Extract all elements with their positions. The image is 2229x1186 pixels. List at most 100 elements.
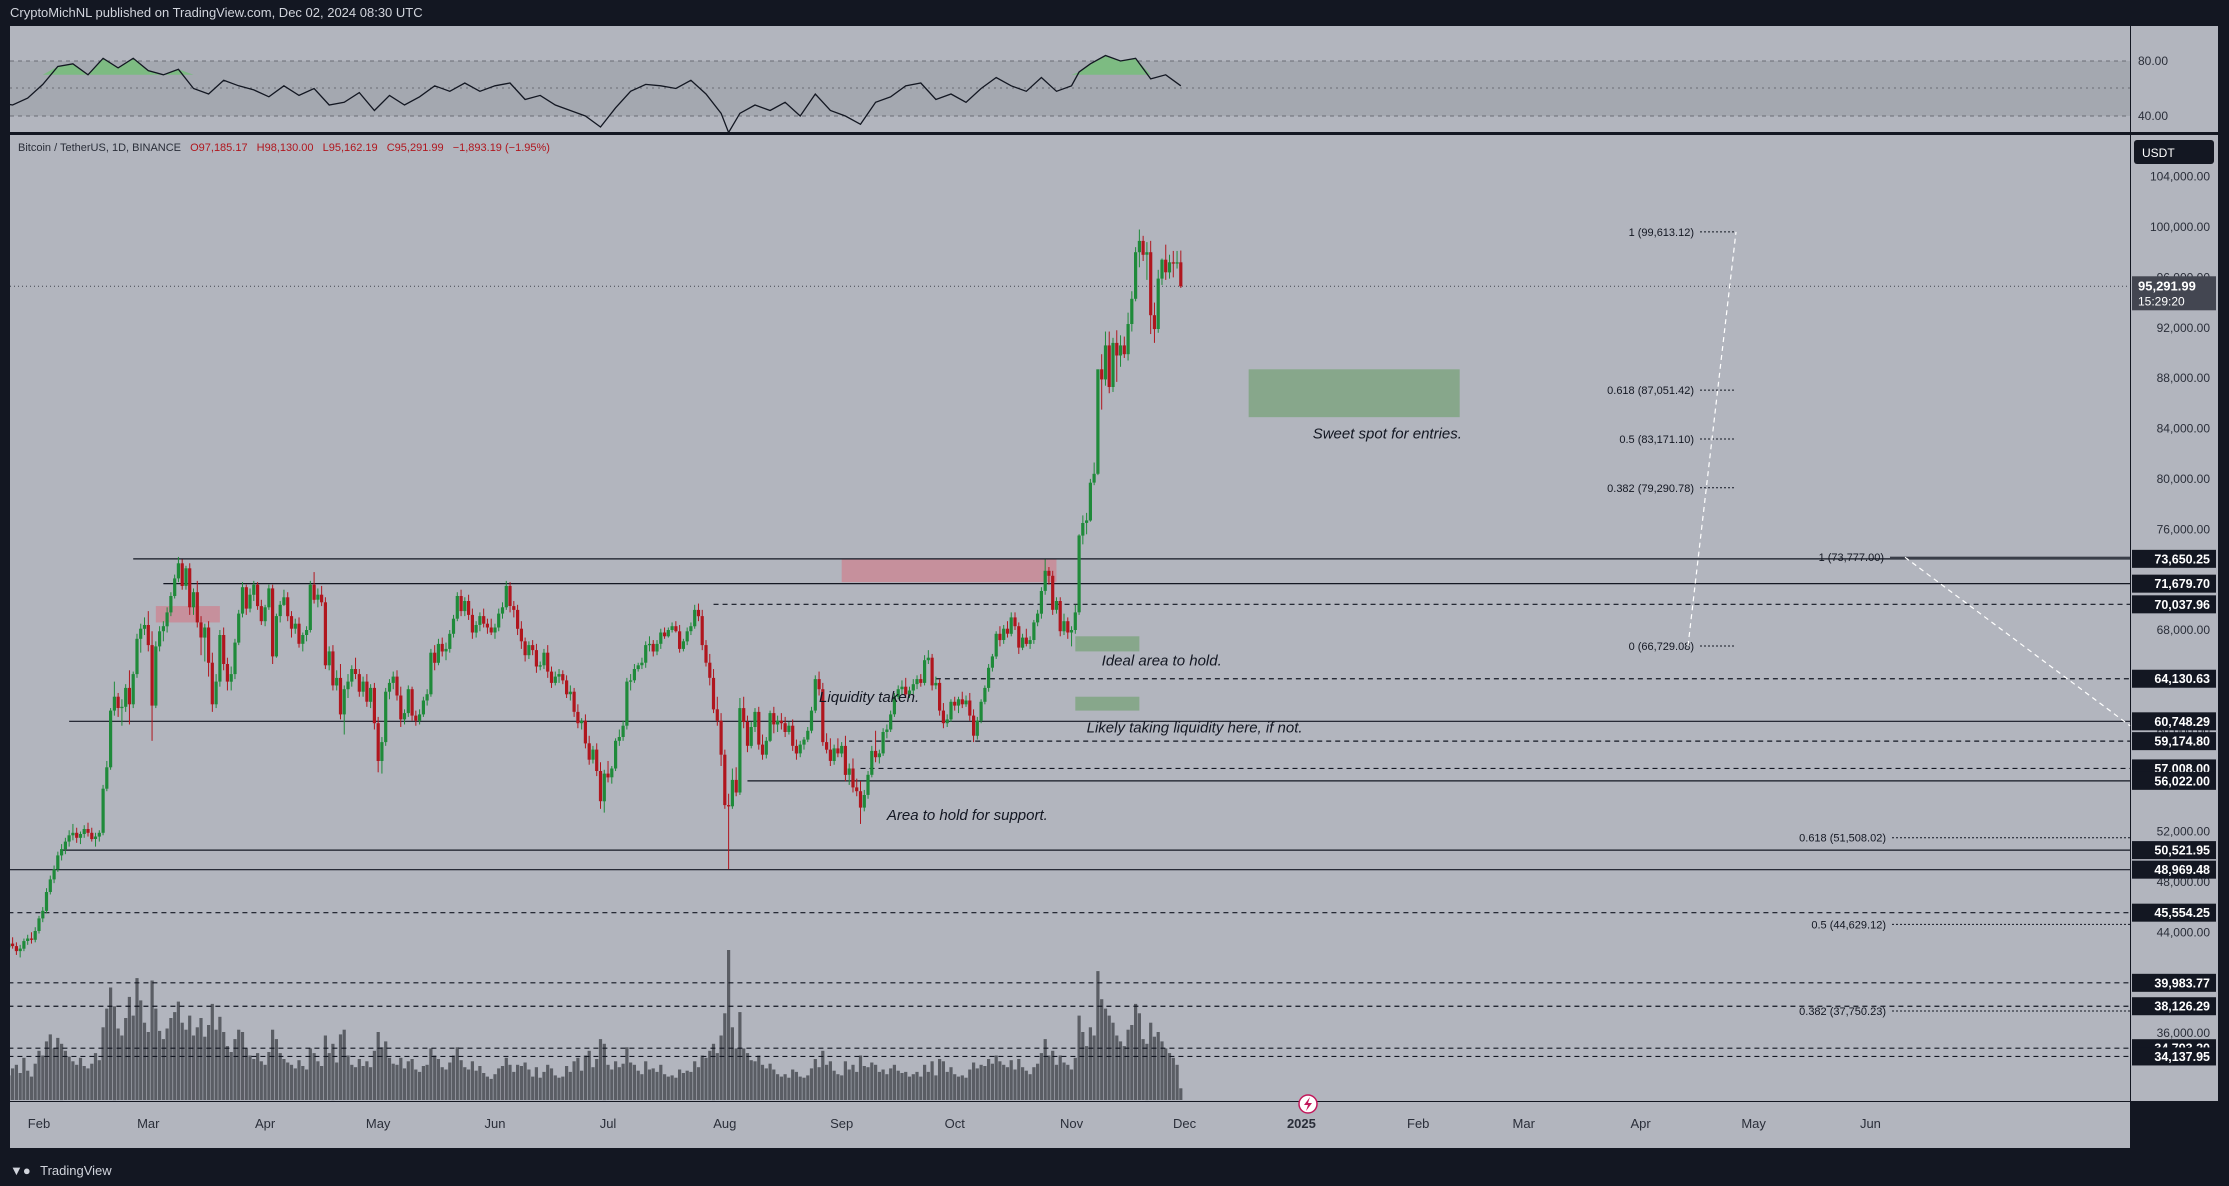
candle-body [158, 631, 162, 647]
candle-body [1118, 345, 1123, 356]
price-tick-label: 68,000.00 [2157, 623, 2211, 637]
volume-bar [719, 1035, 723, 1100]
candle-body [478, 616, 482, 625]
volume-bar [825, 1064, 829, 1100]
fib-label: 0 (66,729.08) [1629, 641, 1694, 653]
candle-body [380, 742, 384, 761]
volume-bar [972, 1062, 976, 1100]
volume-bar [1111, 1022, 1115, 1100]
level-label-bg [2132, 973, 2216, 992]
candle-body [930, 657, 934, 686]
candle-body [678, 631, 682, 649]
volume-bar [998, 1061, 1002, 1100]
volume-bar [614, 1061, 618, 1100]
candle-body [809, 710, 814, 731]
currency-label: USDT [2142, 146, 2175, 160]
candle-body [244, 587, 248, 609]
candle-body [1145, 252, 1149, 255]
candle-body [199, 622, 203, 638]
price-tick-label: 104,000.00 [2150, 170, 2210, 184]
candle-body [1156, 278, 1160, 329]
volume-bar [512, 1071, 516, 1100]
candle-body [576, 711, 580, 724]
candle-body [512, 606, 516, 610]
lightning-icon[interactable] [1298, 1094, 1318, 1114]
candle-body [704, 645, 708, 663]
candle-body [41, 910, 45, 919]
volume-bar [1069, 1069, 1074, 1100]
candle-body [757, 711, 761, 745]
volume-bar [904, 1071, 908, 1100]
volume-bar [1118, 1041, 1123, 1100]
volume-bar [934, 1075, 938, 1100]
candle-body [549, 671, 554, 683]
candle-body [33, 931, 37, 940]
candle-body [18, 948, 22, 952]
candle-body [282, 597, 286, 605]
volume-bar [1043, 1039, 1047, 1100]
candle-body [342, 689, 346, 715]
volume-bar [274, 1039, 278, 1100]
volume-bar [580, 1070, 584, 1100]
volume-bar [161, 1039, 165, 1100]
volume-bar [86, 1068, 90, 1100]
candle-body [482, 616, 486, 624]
candle-body [772, 713, 776, 725]
volume-bar [41, 1055, 45, 1100]
fib-label: 0.5 (44,629.12) [1811, 919, 1886, 931]
tradingview-logo-icon[interactable]: ▼● [10, 1163, 31, 1178]
volume-bar [911, 1074, 915, 1100]
volume-bar [1152, 1036, 1156, 1100]
candle-body [990, 656, 994, 668]
candle-body [293, 623, 297, 629]
candle-body [738, 708, 742, 793]
candle-body [1160, 259, 1164, 279]
volume-bar [629, 1062, 633, 1100]
volume-bar [252, 1059, 256, 1100]
volume-bar [549, 1068, 554, 1100]
volume-bar [1073, 1057, 1077, 1100]
currency-button[interactable]: USDT [2134, 140, 2214, 164]
candle-body [1122, 345, 1126, 355]
volume-bar [760, 1064, 765, 1100]
volume-bar [493, 1074, 497, 1100]
candle-body [63, 841, 67, 850]
candle-body [719, 720, 723, 755]
candle-body [165, 612, 169, 627]
volume-bar [836, 1074, 840, 1100]
volume-bar [862, 1066, 866, 1100]
volume-bar [1126, 1029, 1130, 1100]
price-tick-label: 52,000.00 [2157, 825, 2211, 839]
candle-body [625, 681, 629, 726]
volume-bar [768, 1063, 772, 1100]
volume-bar [900, 1073, 904, 1100]
candle-body [369, 687, 373, 702]
candle-body [207, 627, 211, 663]
candle-body [357, 674, 361, 692]
volume-bar [451, 1055, 456, 1100]
volume-bar [414, 1069, 418, 1100]
rsi-tick-label: 80.00 [2138, 54, 2168, 68]
candle-body [1077, 535, 1081, 613]
candle-body [308, 584, 312, 630]
candle-body [968, 700, 972, 716]
candle-body [210, 662, 214, 705]
candle-body [768, 713, 772, 741]
level-label: 70,037.96 [2154, 598, 2210, 612]
volume-bar [723, 1013, 727, 1100]
volume-bar [1054, 1064, 1059, 1100]
volume-bar [346, 1055, 350, 1100]
price-chart[interactable]: 80.00 40.00 1 (99,613.12) 0.618 (87,051.42… [10, 26, 2218, 1148]
volume-bar [131, 1015, 135, 1100]
volume-bar [813, 1059, 817, 1100]
candle-body [655, 643, 659, 652]
time-axis [10, 1101, 2130, 1148]
candle-body [934, 682, 938, 686]
volume-bar [207, 1025, 211, 1100]
candle-body [561, 674, 565, 681]
volume-bar [546, 1064, 550, 1100]
volume-bar [885, 1074, 889, 1100]
volume-bar [1175, 1064, 1179, 1100]
candle-body [926, 657, 930, 661]
volume-bar [874, 1064, 878, 1100]
